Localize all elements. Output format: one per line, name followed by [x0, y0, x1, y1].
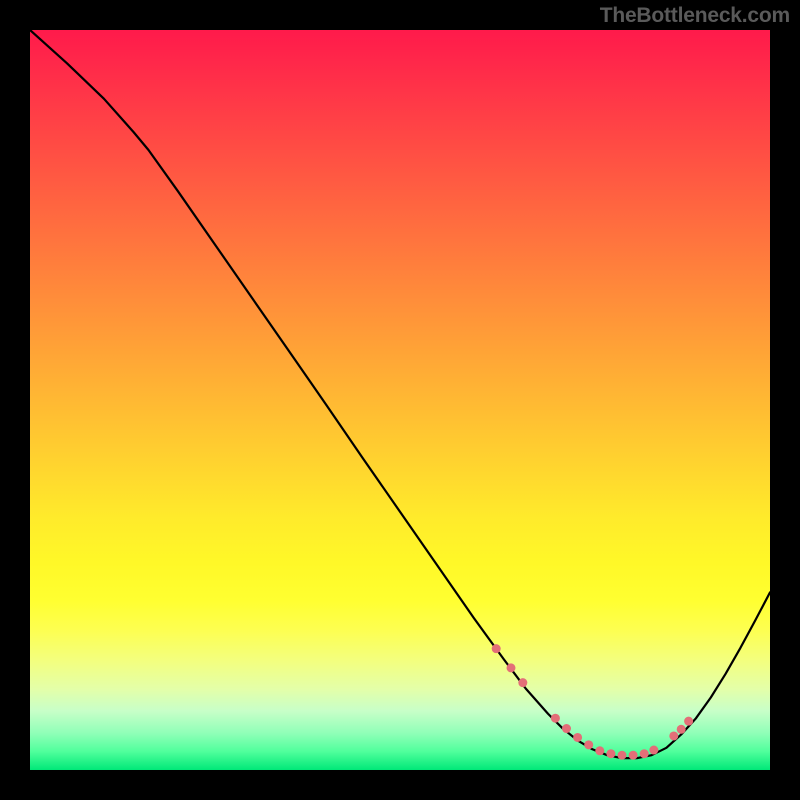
curve-marker [562, 724, 571, 733]
curve-marker [595, 746, 604, 755]
curve-marker [551, 714, 560, 723]
curve-marker [677, 725, 686, 734]
curve-marker [669, 731, 678, 740]
chart-container: TheBottleneck.com [0, 0, 800, 800]
curve-marker [584, 740, 593, 749]
watermark-text: TheBottleneck.com [600, 4, 790, 28]
curve-marker [573, 733, 582, 742]
curve-marker [492, 644, 501, 653]
curve-marker [649, 746, 658, 755]
curve-marker [618, 751, 627, 760]
curve-marker [640, 749, 649, 758]
curve-marker [518, 678, 527, 687]
plot-area [30, 30, 770, 770]
curve-marker [606, 749, 615, 758]
curve-marker [629, 751, 638, 760]
curve-marker [507, 663, 516, 672]
curve-marker [684, 717, 693, 726]
plot-svg [30, 30, 770, 770]
